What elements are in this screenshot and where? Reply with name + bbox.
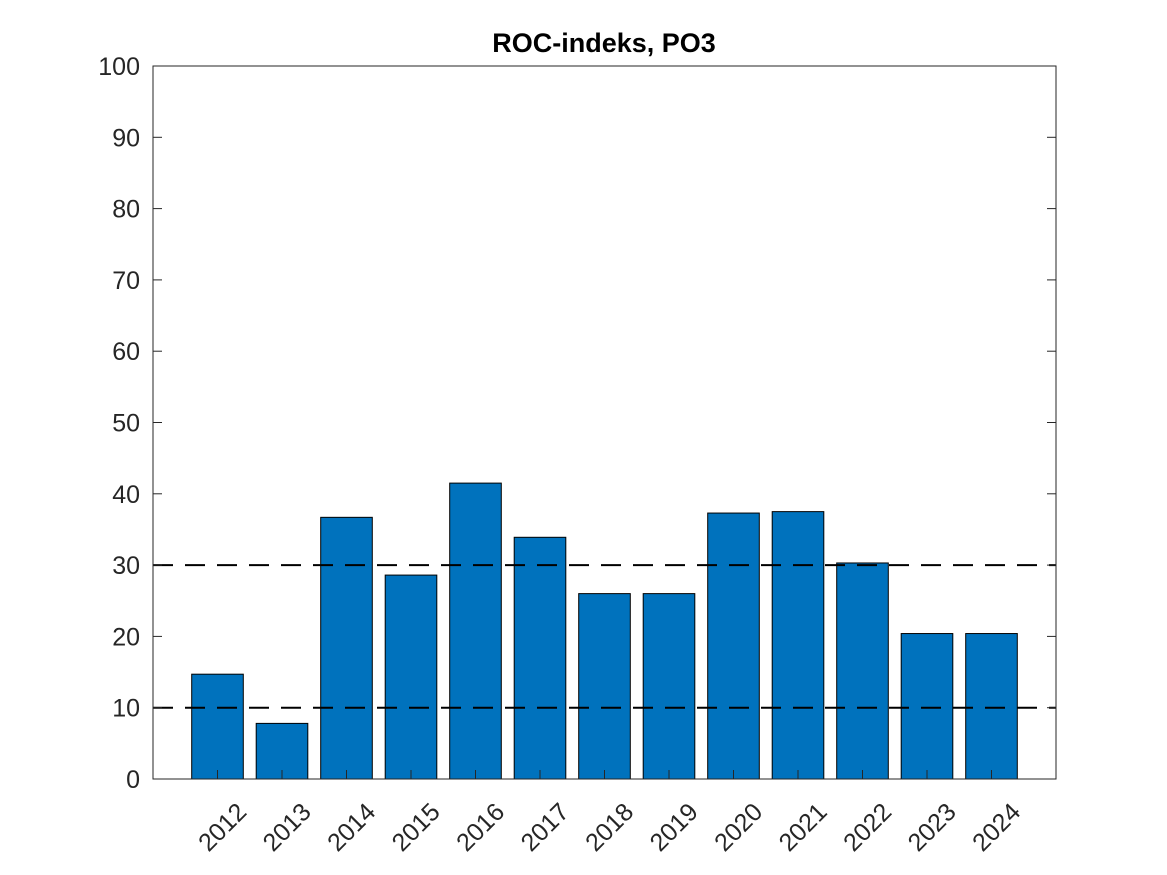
y-tick-label: 0 — [126, 766, 140, 794]
x-tick-label: 2022 — [838, 798, 897, 857]
x-tick-label: 2015 — [387, 798, 446, 857]
bar-2016 — [449, 482, 502, 780]
x-tick-label: 2017 — [516, 798, 575, 857]
x-tick-label: 2013 — [258, 798, 317, 857]
y-tick-label: 70 — [112, 267, 140, 295]
y-tick-label: 80 — [112, 196, 140, 224]
x-tick-label: 2014 — [322, 798, 381, 857]
bar-2017 — [513, 536, 567, 780]
y-tick-label: 30 — [112, 552, 140, 580]
bar-2020 — [707, 512, 760, 780]
x-tick-label: 2024 — [967, 798, 1026, 857]
bar-2021 — [771, 511, 825, 780]
y-tick-label: 60 — [112, 338, 140, 366]
bar-2014 — [320, 516, 373, 780]
bar-2013 — [255, 722, 309, 780]
x-tick-label: 2023 — [903, 798, 962, 857]
chart-title: ROC-indeks, PO3 — [492, 28, 716, 58]
x-tick-label: 2020 — [709, 798, 768, 857]
y-tick-label: 40 — [112, 481, 140, 509]
y-tick-label: 50 — [112, 410, 140, 438]
bar-2015 — [384, 574, 438, 780]
y-tick-label: 20 — [112, 623, 140, 651]
bar-2024 — [965, 633, 1018, 780]
y-tick-label: 100 — [98, 53, 140, 81]
bar-2022 — [836, 562, 889, 780]
x-tick-label: 2021 — [774, 798, 833, 857]
x-tick-label: 2016 — [451, 798, 510, 857]
x-tick-label: 2019 — [645, 798, 704, 857]
x-tick-label: 2018 — [580, 798, 639, 857]
bar-2018 — [578, 593, 631, 780]
y-tick-label: 10 — [112, 695, 140, 723]
bar-2019 — [642, 593, 696, 780]
x-tick-label: 2012 — [193, 798, 252, 857]
y-tick-label: 90 — [112, 124, 140, 152]
bar-2012 — [191, 673, 244, 780]
bar-2023 — [900, 633, 954, 780]
